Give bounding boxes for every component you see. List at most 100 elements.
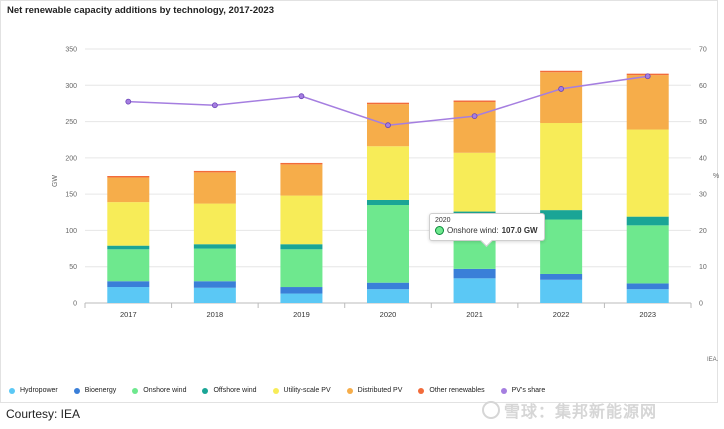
bar-segment-distributed-pv-2022[interactable] — [540, 72, 583, 124]
pv-share-point-2022[interactable] — [558, 86, 565, 92]
y2-tick-label: 40 — [699, 155, 707, 162]
bar-segment-utility-scale-pv-2020[interactable] — [367, 146, 409, 200]
x-tick-label: 2022 — [553, 310, 570, 319]
legend-label: Bioenergy — [84, 387, 117, 394]
y-tick-label: 150 — [65, 192, 77, 199]
bar-segment-onshore-wind-2019[interactable] — [280, 249, 323, 288]
bar-stacks — [107, 70, 669, 303]
y2-tick-label: 0 — [699, 301, 703, 308]
tooltip-marker — [435, 226, 444, 235]
y-tick-label: 0 — [73, 301, 77, 308]
y-tick-label: 200 — [65, 155, 77, 162]
bar-segment-bioenergy-2022[interactable] — [540, 273, 583, 280]
legend-swatch — [418, 387, 425, 394]
tooltip-year: 2020 — [435, 217, 451, 224]
bar-segment-hydropower-2021[interactable] — [453, 278, 496, 303]
pv-share-point-2017[interactable] — [125, 98, 132, 105]
bar-segment-distributed-pv-2017[interactable] — [107, 177, 150, 203]
bar-segment-hydropower-2023[interactable] — [626, 289, 669, 303]
y-tick-label: 50 — [69, 264, 77, 271]
bar-segment-other-renewables-2018[interactable] — [193, 170, 236, 173]
legend-swatch — [9, 387, 15, 394]
y-tick-label: 250 — [65, 119, 77, 126]
bar-segment-hydropower-2018[interactable] — [193, 287, 236, 303]
legend-item-utility-scale-pv[interactable]: Utility-scale PV — [272, 387, 331, 394]
legend-item-hydropower[interactable]: Hydropower — [9, 387, 58, 394]
bar-segment-other-renewables-2019[interactable] — [280, 162, 323, 165]
bar-segment-offshore-wind-2017[interactable] — [107, 245, 150, 250]
bar-segment-onshore-wind-2018[interactable] — [193, 248, 236, 282]
bar-segment-utility-scale-pv-2019[interactable] — [280, 195, 323, 245]
bar-segment-utility-scale-pv-2023[interactable] — [626, 129, 669, 217]
bar-segment-bioenergy-2020[interactable] — [367, 282, 409, 290]
bar-segment-bioenergy-2018[interactable] — [193, 281, 236, 288]
bar-segment-distributed-pv-2018[interactable] — [193, 172, 236, 204]
watermark: 雪球：集邦新能源网 — [482, 398, 657, 422]
x-axis-ticks: 2017 2018 2019 2020 2021 2022 2023 — [84, 303, 692, 319]
pv-share-line — [125, 73, 651, 129]
x-tick-label: 2018 — [207, 310, 224, 319]
bar-segment-hydropower-2019[interactable] — [280, 293, 323, 303]
pv-share-point-2018[interactable] — [211, 102, 218, 109]
y-axis-label: GW — [52, 175, 59, 187]
legend-item-other-renewables[interactable]: Other renewables — [418, 387, 485, 394]
legend-swatch — [346, 387, 353, 394]
chart-frame: Net renewable capacity additions by tech… — [0, 0, 718, 403]
bar-segment-bioenergy-2023[interactable] — [626, 283, 669, 290]
legend-item-pv-s-share[interactable]: PV's share — [500, 387, 545, 394]
bar-segment-other-renewables-2017[interactable] — [107, 176, 150, 178]
y2-tick-label: 70 — [699, 47, 707, 54]
bar-segment-other-renewables-2022[interactable] — [540, 70, 583, 73]
bar-segment-utility-scale-pv-2017[interactable] — [107, 202, 150, 246]
bar-segment-other-renewables-2020[interactable] — [367, 102, 409, 105]
bar-segment-distributed-pv-2021[interactable] — [453, 101, 496, 153]
legend-item-onshore-wind[interactable]: Onshore wind — [132, 387, 186, 394]
bar-segment-utility-scale-pv-2021[interactable] — [453, 152, 496, 212]
pv-share-point-2021[interactable] — [471, 113, 478, 120]
bar-segment-onshore-wind-2017[interactable] — [107, 249, 150, 282]
bar-segment-onshore-wind-2023[interactable] — [626, 225, 669, 284]
legend: Hydropower Bioenergy Onshore wind Offshore … — [9, 387, 561, 394]
y2-axis-ticks: 0 10 20 30 40 50 60 70 — [699, 47, 707, 308]
y2-tick-label: 50 — [699, 119, 707, 126]
bar-segment-utility-scale-pv-2018[interactable] — [193, 203, 236, 245]
legend-item-distributed-pv[interactable]: Distributed PV — [346, 387, 402, 394]
bar-segment-bioenergy-2019[interactable] — [280, 287, 323, 294]
y2-tick-label: 60 — [699, 83, 707, 90]
source-label: IEA. — [707, 357, 719, 363]
bar-segment-bioenergy-2021[interactable] — [453, 268, 496, 279]
chart-title: Net renewable capacity additions by tech… — [7, 5, 274, 16]
bar-segment-distributed-pv-2019[interactable] — [280, 164, 323, 196]
bar-segment-onshore-wind-2022[interactable] — [540, 219, 583, 274]
bar-segment-hydropower-2017[interactable] — [107, 287, 150, 303]
gridlines — [85, 48, 691, 304]
legend-item-bioenergy[interactable]: Bioenergy — [73, 387, 117, 394]
pv-share-point-2020[interactable] — [385, 122, 391, 129]
bar-segment-offshore-wind-2019[interactable] — [280, 244, 323, 250]
y2-axis-label: % — [713, 173, 719, 180]
bar-segment-bioenergy-2017[interactable] — [107, 281, 150, 288]
bar-segment-utility-scale-pv-2022[interactable] — [540, 123, 583, 211]
y-tick-label: 300 — [65, 83, 77, 90]
bar-segment-other-renewables-2021[interactable] — [453, 100, 496, 102]
y-tick-label: 350 — [65, 47, 77, 54]
bar-segment-offshore-wind-2023[interactable] — [626, 216, 669, 226]
tooltip: 2020 Onshore wind: 107.0 GW — [429, 213, 545, 241]
bar-segment-onshore-wind-2020[interactable] — [367, 205, 409, 283]
x-tick-label: 2017 — [120, 310, 137, 319]
legend-label: Offshore wind — [213, 387, 257, 394]
watermark-text: 雪球：集邦新能源网 — [504, 404, 658, 421]
pv-share-point-2023[interactable] — [644, 73, 651, 80]
legend-swatch — [73, 387, 80, 394]
bar-segment-offshore-wind-2022[interactable] — [540, 210, 583, 220]
bar-segment-distributed-pv-2023[interactable] — [626, 75, 669, 130]
legend-label: Other renewables — [429, 387, 485, 394]
tooltip-label: Onshore wind: — [447, 226, 499, 235]
bar-segment-hydropower-2020[interactable] — [367, 289, 409, 303]
legend-item-offshore-wind[interactable]: Offshore wind — [202, 387, 257, 394]
pv-share-point-2019[interactable] — [298, 93, 305, 100]
bar-segment-offshore-wind-2020[interactable] — [367, 199, 409, 206]
bar-segment-hydropower-2022[interactable] — [540, 279, 583, 303]
legend-swatch — [202, 387, 209, 394]
bar-segment-offshore-wind-2018[interactable] — [193, 244, 236, 249]
